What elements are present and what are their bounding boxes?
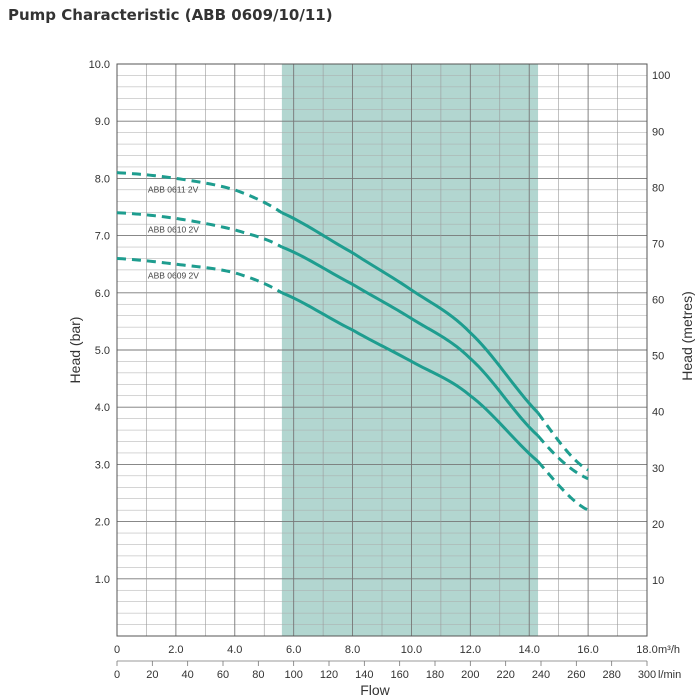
x-primary-tick-label: 12.0 bbox=[460, 644, 481, 656]
curve-abb-0609-2v-dashed-start bbox=[116, 256, 283, 295]
y-left-tick-label: 6.0 bbox=[95, 288, 110, 300]
y-left-tick-label: 3.0 bbox=[95, 459, 110, 471]
y-right-tick-label: 40 bbox=[652, 407, 664, 419]
series-label-abb-0609-2v: ABB 0609 2V bbox=[148, 270, 199, 280]
y-left-tick-label: 4.0 bbox=[95, 402, 110, 414]
y-right-tick-label: 60 bbox=[652, 295, 664, 307]
y-right-tick-label: 20 bbox=[652, 519, 664, 531]
y-right-tick-label: 80 bbox=[652, 182, 664, 194]
curve-abb-0609-2v-solid bbox=[281, 291, 540, 463]
series-label-abb-0610-2v: ABB 0610 2V bbox=[148, 225, 199, 235]
x-axis-title: Flow bbox=[360, 682, 390, 698]
y-left-tick-label: 10.0 bbox=[89, 59, 110, 71]
y-left-tick-label: 1.0 bbox=[95, 574, 110, 586]
curve-abb-0610-2v-dashed-start bbox=[116, 211, 283, 249]
x-secondary-tick-label: 60 bbox=[217, 669, 229, 681]
x-secondary-tick-label: 280 bbox=[602, 669, 620, 681]
x-secondary-tick-label: 160 bbox=[390, 669, 408, 681]
x-secondary-tick-label: 80 bbox=[252, 669, 264, 681]
y-left-tick-label: 2.0 bbox=[95, 517, 110, 529]
x-secondary-tick-label: 220 bbox=[496, 669, 514, 681]
curve-abb-0610-2v-dashed-end bbox=[536, 434, 589, 481]
y-left-tick-label: 7.0 bbox=[95, 231, 110, 243]
x-secondary-tick-label: 120 bbox=[320, 669, 338, 681]
x-primary-tick-label: 0 bbox=[114, 644, 120, 656]
y-right-tick-label: 10 bbox=[652, 575, 664, 587]
series-label-abb-0611-2v: ABB 0611 2V bbox=[148, 185, 199, 195]
y-right-tick-label: 100 bbox=[652, 70, 670, 82]
x-primary-unit-label: m³/h bbox=[658, 644, 680, 656]
x-secondary-tick-label: 260 bbox=[567, 669, 585, 681]
x-secondary-tick-label: 140 bbox=[355, 669, 373, 681]
x-primary-tick-label: 18.0 bbox=[636, 644, 657, 656]
y-left-tick-label: 9.0 bbox=[95, 116, 110, 128]
x-primary-tick-label: 16.0 bbox=[577, 644, 598, 656]
x-primary-tick-label: 6.0 bbox=[286, 644, 301, 656]
x-secondary-tick-label: 200 bbox=[461, 669, 479, 681]
x-primary-tick-label: 8.0 bbox=[345, 644, 360, 656]
x-primary-tick-label: 4.0 bbox=[227, 644, 242, 656]
y-axis-right-title: Head (metres) bbox=[679, 291, 695, 380]
y-axis-left-title: Head (bar) bbox=[67, 317, 83, 384]
y-right-tick-label: 30 bbox=[652, 463, 664, 475]
plot-frame bbox=[116, 63, 648, 637]
curve-abb-0611-2v-solid bbox=[281, 211, 540, 414]
curve-abb-0609-2v-dashed-end bbox=[536, 460, 589, 512]
y-right-tick-label: 90 bbox=[652, 126, 664, 138]
x-secondary-tick-label: 20 bbox=[146, 669, 158, 681]
chart-title: Pump Characteristic (ABB 0609/10/11) bbox=[8, 6, 333, 24]
x-primary-tick-label: 10.0 bbox=[401, 644, 422, 656]
y-left-tick-label: 8.0 bbox=[95, 173, 110, 185]
x-secondary-tick-label: 0 bbox=[114, 669, 120, 681]
x-secondary-tick-label: 300 bbox=[638, 669, 656, 681]
x-primary-tick-label: 14.0 bbox=[519, 644, 540, 656]
curve-abb-0611-2v-dashed-end bbox=[536, 412, 589, 472]
x-primary-tick-label: 2.0 bbox=[168, 644, 183, 656]
y-right-tick-label: 70 bbox=[652, 238, 664, 250]
y-right-tick-label: 50 bbox=[652, 351, 664, 363]
y-left-tick-label: 5.0 bbox=[95, 345, 110, 357]
curve-abb-0610-2v-solid bbox=[281, 245, 540, 437]
x-secondary-unit-label: l/min bbox=[658, 669, 681, 681]
curve-abb-0611-2v-dashed-start bbox=[116, 171, 283, 214]
x-secondary-tick-label: 100 bbox=[284, 669, 302, 681]
x-secondary-tick-label: 240 bbox=[532, 669, 550, 681]
x-secondary-tick-label: 180 bbox=[426, 669, 444, 681]
x-secondary-tick-label: 40 bbox=[182, 669, 194, 681]
